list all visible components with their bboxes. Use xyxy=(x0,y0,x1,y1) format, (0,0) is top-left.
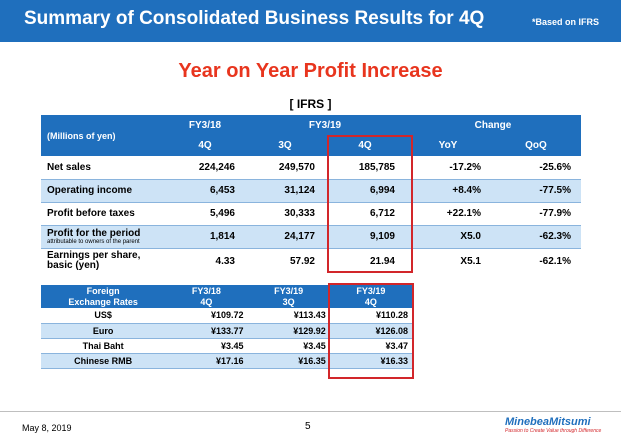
table-header-row: (Millions of yen) FY3/18 FY3/19 Change xyxy=(41,115,581,156)
cell: ¥17.16 xyxy=(165,353,248,369)
cell: ¥109.72 xyxy=(165,308,248,324)
cell: ¥16.35 xyxy=(247,353,330,369)
cell: 6,453 xyxy=(165,179,245,203)
cell: 24,177 xyxy=(245,225,325,249)
col-header: 4Q xyxy=(165,135,245,156)
row-label-sub: attributable to owners of the parent xyxy=(47,238,140,245)
cell: 185,785 xyxy=(325,156,405,180)
unit-label: (Millions of yen) xyxy=(41,115,165,156)
row-label: Profit for the period attributable to ow… xyxy=(41,225,165,249)
page-number: 5 xyxy=(305,421,311,432)
cell: 30,333 xyxy=(245,202,325,226)
highlight-box-fx-4q xyxy=(328,283,414,379)
exchange-rates-table: Foreign Exchange Rates FY3/18 4Q FY3/19 … xyxy=(41,285,412,369)
row-label-main: Profit for the period xyxy=(47,227,141,239)
fx-header-line1: Foreign xyxy=(86,285,120,296)
row-label: Operating income xyxy=(41,179,165,203)
cell: 249,570 xyxy=(245,156,325,180)
cell: X5.0 xyxy=(405,225,491,249)
table-row: Chinese RMB ¥17.16 ¥16.35 ¥16.33 xyxy=(41,353,412,369)
cell: -62.1% xyxy=(539,255,571,267)
cell: 5,496 xyxy=(165,202,245,226)
footer-date: May 8, 2019 xyxy=(22,423,72,433)
table-header-row: Foreign Exchange Rates FY3/18 4Q FY3/19 … xyxy=(41,285,412,308)
table-row: Net sales 224,246 249,570 185,785 -17.2%… xyxy=(41,156,581,180)
cell: -62.3% xyxy=(491,225,581,249)
col-header-q: 4Q xyxy=(200,296,213,307)
table-row: US$ ¥109.72 ¥113.43 ¥110.28 xyxy=(41,308,412,324)
cell: 9,109 xyxy=(325,225,405,249)
col-header-fy: FY3/19 xyxy=(356,285,386,296)
col-header: FY3/19 3Q xyxy=(247,285,330,308)
row-label-main: Earnings per share, xyxy=(47,250,141,262)
ifrs-note: *Based on IFRS xyxy=(531,17,599,27)
table-row: Thai Baht ¥3.45 ¥3.45 ¥3.47 xyxy=(41,338,412,354)
row-label-second: basic (yen) xyxy=(47,260,100,272)
cell: -77.5% xyxy=(491,179,581,203)
title-bar: Summary of Consolidated Business Results… xyxy=(0,0,621,42)
cell: ¥126.08 xyxy=(329,323,412,339)
col-header-q: 4Q xyxy=(364,296,377,307)
cell: ¥16.33 xyxy=(329,353,412,369)
headline: Year on Year Profit Increase xyxy=(178,60,443,82)
col-header: YoY xyxy=(405,135,491,156)
row-label: Profit before taxes xyxy=(41,202,165,226)
cell: 21.94 xyxy=(369,255,395,267)
footer-divider xyxy=(0,411,621,412)
cell: 6,712 xyxy=(325,202,405,226)
col-header: QoQ xyxy=(491,135,581,156)
cell: 224,246 xyxy=(165,156,245,180)
row-label: Euro xyxy=(41,323,166,339)
col-group-fy3-18: FY3/18 xyxy=(165,115,245,135)
col-header-fy: FY3/18 xyxy=(191,285,221,296)
cell: 1,814 xyxy=(165,225,245,249)
row-label: Earnings per share, basic (yen) xyxy=(41,248,165,274)
row-label: Net sales xyxy=(41,156,165,180)
cell: ¥110.28 xyxy=(329,308,412,324)
accounting-standard-label: [ IFRS ] xyxy=(289,97,332,111)
table-row: Profit before taxes 5,496 30,333 6,712 +… xyxy=(41,202,581,226)
business-results-table: (Millions of yen) FY3/18 FY3/19 Change 4… xyxy=(41,115,581,274)
table-subheader-row: 4Q 3Q 4Q YoY QoQ xyxy=(41,135,581,156)
table-row: Euro ¥133.77 ¥129.92 ¥126.08 xyxy=(41,323,412,339)
row-label: US$ xyxy=(41,308,166,324)
cell: -25.6% xyxy=(491,156,581,180)
col-header-q: 3Q xyxy=(282,296,295,307)
table-row: Earnings per share, basic (yen) 4.33 57.… xyxy=(41,248,581,274)
fx-header-line2: Exchange Rates xyxy=(68,296,138,307)
row-label: Chinese RMB xyxy=(41,353,166,369)
table-row: Operating income 6,453 31,124 6,994 +8.4… xyxy=(41,179,581,203)
highlight-box-results-4q xyxy=(327,135,413,273)
cell: +8.4% xyxy=(405,179,491,203)
cell: -17.2% xyxy=(405,156,491,180)
company-logo: MinebeaMitsumi xyxy=(505,416,591,428)
cell: -77.9% xyxy=(491,202,581,226)
col-group-fy3-19: FY3/19 xyxy=(245,115,405,135)
logo-tagline: Passion to Create Value through Differen… xyxy=(505,428,602,434)
row-label: Thai Baht xyxy=(41,338,166,354)
cell: ¥113.43 xyxy=(247,308,330,324)
fx-header-label: Foreign Exchange Rates xyxy=(41,285,166,308)
cell: 6,994 xyxy=(325,179,405,203)
cell: ¥3.47 xyxy=(329,338,412,354)
col-header: 4Q xyxy=(325,135,405,156)
slide-title: Summary of Consolidated Business Results… xyxy=(24,8,485,29)
cell: X5.1 xyxy=(460,255,481,267)
cell: ¥3.45 xyxy=(247,338,330,354)
table-row: Profit for the period attributable to ow… xyxy=(41,225,581,249)
cell: ¥133.77 xyxy=(165,323,248,339)
cell: ¥129.92 xyxy=(247,323,330,339)
cell: +22.1% xyxy=(405,202,491,226)
cell: ¥3.45 xyxy=(165,338,248,354)
col-header: 3Q xyxy=(245,135,325,156)
col-header: FY3/18 4Q xyxy=(165,285,248,308)
cell: 31,124 xyxy=(245,179,325,203)
cell: 57.92 xyxy=(289,255,315,267)
col-header-fy: FY3/19 xyxy=(274,285,304,296)
col-group-change: Change xyxy=(405,115,581,135)
col-header: FY3/19 4Q xyxy=(329,285,412,308)
cell: 4.33 xyxy=(215,255,235,267)
